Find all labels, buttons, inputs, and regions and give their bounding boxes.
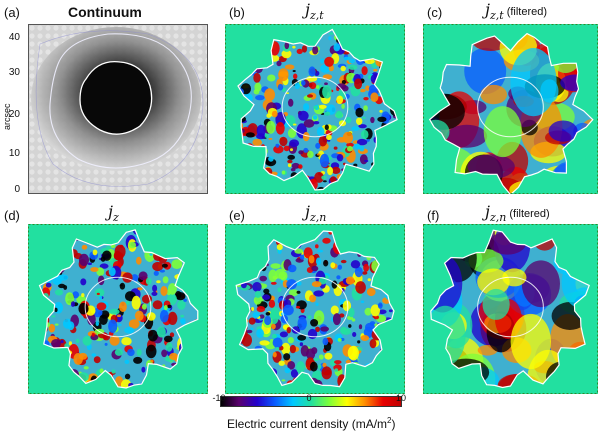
colorbar-mid-label: 0 xyxy=(306,393,312,403)
jzt-map xyxy=(225,24,405,194)
jzt-filtered-map xyxy=(423,24,598,194)
colorbar-label: Electric current density (mA/m2) xyxy=(227,416,396,431)
panel-label-b: (b) xyxy=(229,5,245,20)
panel-title-c: jz,t (filtered) xyxy=(485,0,548,22)
panel-title-e: jz,n xyxy=(305,202,327,224)
panel-d: (d) jz xyxy=(4,200,208,400)
y-tick: 20 xyxy=(8,109,20,120)
y-tick: 0 xyxy=(14,184,20,195)
panel-title-b: jz,t xyxy=(305,0,324,22)
colorbar-max-label: 10 xyxy=(395,393,406,403)
y-tick: 30 xyxy=(8,67,20,78)
y-axis-label: arcsec xyxy=(2,103,12,130)
colorbar-gradient xyxy=(220,396,402,407)
panel-label-e: (e) xyxy=(229,208,245,223)
panel-title-f: jz,n (filtered) xyxy=(485,202,550,224)
panel-a: (a) Continuum xyxy=(4,0,208,200)
panel-c: (c) jz,t (filtered) xyxy=(423,0,600,200)
panel-label-f: (f) xyxy=(427,208,440,223)
panel-label-a: (a) xyxy=(4,5,20,20)
jz-map xyxy=(28,224,208,394)
panel-e: (e) jz,n xyxy=(225,200,405,400)
continuum-image xyxy=(28,24,208,194)
panel-b: (b) jz,t xyxy=(225,0,405,200)
panel-label-c: (c) xyxy=(427,5,443,20)
panel-title-a: Continuum xyxy=(68,4,142,20)
y-tick: 10 xyxy=(8,148,20,159)
panel-f: (f) jz,n (filtered) xyxy=(423,200,600,400)
jzn-map xyxy=(225,224,405,394)
colorbar-min-label: -10 xyxy=(212,393,226,403)
panel-title-d: jz xyxy=(108,202,119,224)
y-tick: 40 xyxy=(8,32,20,43)
jzn-filtered-map xyxy=(423,224,598,394)
panel-label-d: (d) xyxy=(4,208,20,223)
colorbar: -10 0 10 xyxy=(212,393,406,433)
